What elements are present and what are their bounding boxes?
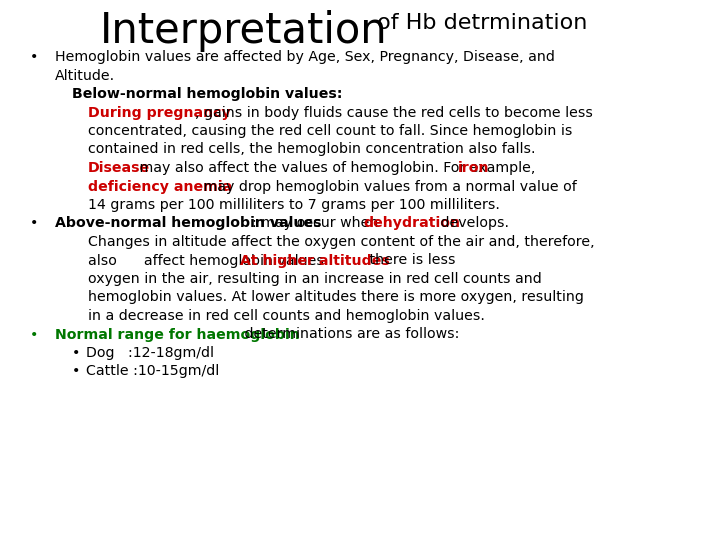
- Text: iron: iron: [458, 161, 490, 175]
- Text: Normal range for haemoglobin: Normal range for haemoglobin: [55, 327, 300, 341]
- Text: Hemoglobin values are affected by Age, Sex, Pregnancy, Disease, and: Hemoglobin values are affected by Age, S…: [55, 50, 555, 64]
- Text: there is less: there is less: [365, 253, 456, 267]
- Text: may also affect the values of hemoglobin. For example,: may also affect the values of hemoglobin…: [135, 161, 540, 175]
- Text: •: •: [30, 327, 38, 341]
- Text: : may occur when: : may occur when: [252, 217, 383, 231]
- Text: 14 grams per 100 milliliters to 7 grams per 100 milliliters.: 14 grams per 100 milliliters to 7 grams …: [88, 198, 500, 212]
- Text: hemoglobin values. At lower altitudes there is more oxygen, resulting: hemoglobin values. At lower altitudes th…: [88, 291, 584, 305]
- Text: , gains in body fluids cause the red cells to become less: , gains in body fluids cause the red cel…: [195, 105, 593, 119]
- Text: •: •: [72, 364, 81, 379]
- Text: of Hb detrmination: of Hb detrmination: [370, 13, 588, 33]
- Text: Cattle :10-15gm/dl: Cattle :10-15gm/dl: [86, 364, 220, 379]
- Text: Altitude.: Altitude.: [55, 69, 115, 83]
- Text: develops.: develops.: [436, 217, 509, 231]
- Text: At higher altitudes: At higher altitudes: [240, 253, 390, 267]
- Text: concentrated, causing the red cell count to fall. Since hemoglobin is: concentrated, causing the red cell count…: [88, 124, 572, 138]
- Text: Dog   :12-18gm/dl: Dog :12-18gm/dl: [86, 346, 214, 360]
- Text: Above-normal hemoglobin values: Above-normal hemoglobin values: [55, 217, 322, 231]
- Text: Disease: Disease: [88, 161, 150, 175]
- Text: •: •: [72, 346, 81, 360]
- Text: contained in red cells, the hemoglobin concentration also falls.: contained in red cells, the hemoglobin c…: [88, 143, 536, 157]
- Text: may drop hemoglobin values from a normal value of: may drop hemoglobin values from a normal…: [199, 179, 577, 193]
- Text: •: •: [30, 217, 38, 231]
- Text: oxygen in the air, resulting in an increase in red cell counts and: oxygen in the air, resulting in an incre…: [88, 272, 541, 286]
- Text: During pregnancy: During pregnancy: [88, 105, 230, 119]
- Text: Interpretation: Interpretation: [100, 10, 387, 52]
- Text: in a decrease in red cell counts and hemoglobin values.: in a decrease in red cell counts and hem…: [88, 309, 485, 323]
- Text: dehydration: dehydration: [363, 217, 460, 231]
- Text: deficiency anemia: deficiency anemia: [88, 179, 233, 193]
- Text: Changes in altitude affect the oxygen content of the air and, therefore,: Changes in altitude affect the oxygen co…: [88, 235, 595, 249]
- Text: Below-normal hemoglobin values:: Below-normal hemoglobin values:: [72, 87, 343, 101]
- Text: •: •: [30, 50, 38, 64]
- Text: also      affect hemoglobin values.: also affect hemoglobin values.: [88, 253, 333, 267]
- Text: determinations are as follows:: determinations are as follows:: [240, 327, 459, 341]
